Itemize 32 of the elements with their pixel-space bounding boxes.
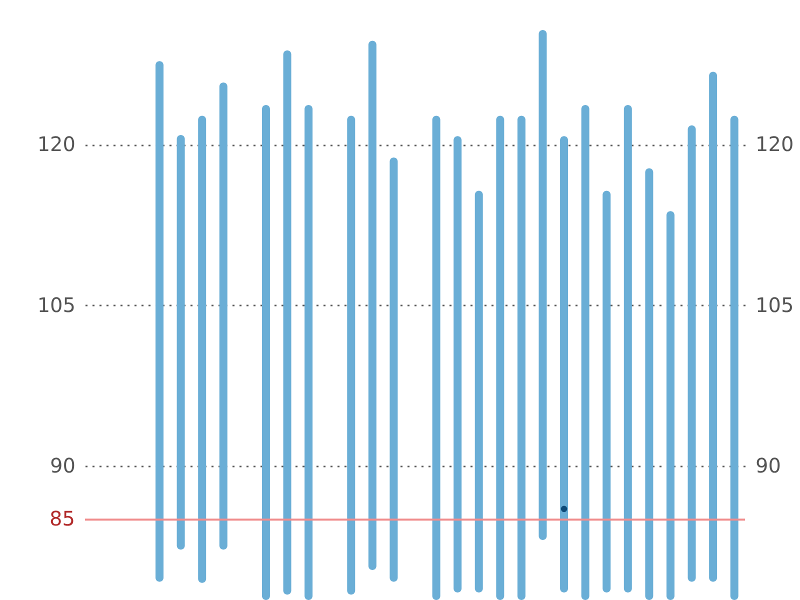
bar [538,30,547,540]
bar [581,105,590,600]
y2-tick-label: 120 [756,132,794,156]
bar [347,116,356,595]
ref-line-label: 85 [50,506,75,531]
bar [688,125,696,582]
bar [283,50,292,595]
bar [709,72,718,582]
bar [602,190,611,592]
bar [666,211,674,600]
bar [368,40,376,570]
bar [730,116,738,600]
bar [496,116,504,600]
bar [624,105,632,592]
bar [304,105,313,600]
y-tick-label: 90 [50,454,76,478]
bar [517,116,526,600]
bar [156,61,164,582]
bar [262,105,270,600]
bar [198,116,206,583]
y-tick-label: 105 [37,292,76,317]
bar [645,168,654,600]
bar [176,135,185,550]
y2-tick-label: 105 [756,292,794,317]
bar [454,136,462,592]
bar [474,190,483,592]
bar [560,136,568,592]
bar [219,82,228,550]
y2-tick-label: 90 [756,454,781,478]
bar [432,116,440,600]
y-tick-label: 120 [37,132,76,156]
bar [390,158,398,582]
